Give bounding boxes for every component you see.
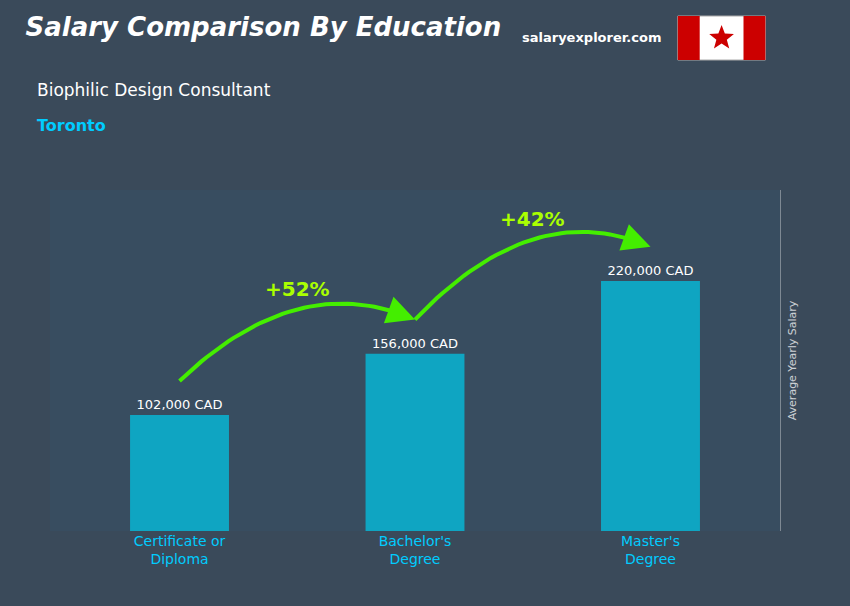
svg-text:156,000 CAD: 156,000 CAD [372,336,458,351]
svg-text:+52%: +52% [265,277,330,301]
svg-text:102,000 CAD: 102,000 CAD [137,397,223,412]
svg-text:Certificate orDiploma: Certificate orDiploma [134,533,226,567]
svg-text:Biophilic Design Consultant: Biophilic Design Consultant [37,80,271,100]
svg-text:salaryexplorer.com: salaryexplorer.com [522,30,661,45]
svg-text:Salary Comparison By Education: Salary Comparison By Education [26,12,502,42]
svg-text:220,000 CAD: 220,000 CAD [608,263,694,278]
svg-text:Average Yearly Salary: Average Yearly Salary [786,300,799,420]
svg-text:Bachelor'sDegree: Bachelor'sDegree [379,533,452,567]
svg-text:+42%: +42% [500,207,565,231]
svg-text:Toronto: Toronto [37,116,106,135]
svg-text:Master'sDegree: Master'sDegree [621,533,680,567]
